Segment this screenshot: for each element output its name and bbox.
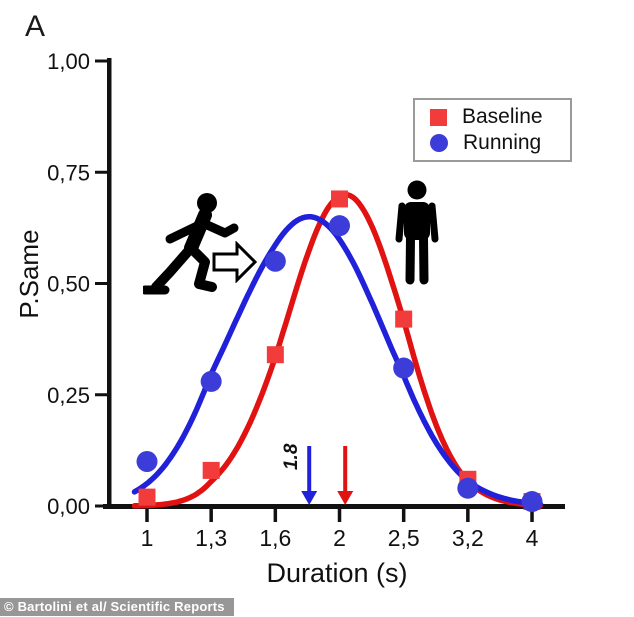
- baseline-data-point: [395, 310, 413, 328]
- running-data-point: [200, 370, 222, 392]
- panel-label: A: [25, 10, 46, 43]
- runner-front-leg: [186, 243, 217, 292]
- legend: Baseline Running: [413, 98, 572, 162]
- runner-front-arm: [200, 219, 239, 238]
- baseline-pse-arrow-shaft: [343, 446, 348, 493]
- stander-right-leg: [419, 233, 429, 285]
- x-tick: [530, 509, 534, 522]
- y-tick: [95, 282, 107, 285]
- attribution-credit: © Bartolini et al/ Scientific Reports: [0, 598, 234, 616]
- y-axis-line: [107, 58, 112, 508]
- running-data-point: [329, 215, 351, 237]
- baseline-square-marker-icon: [430, 108, 447, 126]
- right-arrow-shape: [212, 241, 258, 283]
- x-tick: [401, 509, 406, 522]
- x-tick-label: 1,6: [259, 525, 291, 551]
- running-data-point: [136, 451, 158, 472]
- running-pse-arrow-shaft: [307, 446, 312, 493]
- running-pse-label: 1.8: [281, 443, 302, 470]
- stander-left-arm: [395, 202, 406, 243]
- x-axis-line: [103, 504, 565, 509]
- legend-item-running: Running: [430, 131, 570, 155]
- y-tick-label: 0,25: [47, 383, 90, 408]
- x-tick: [209, 509, 213, 522]
- legend-label-running: Running: [463, 131, 542, 154]
- baseline-data-point: [331, 190, 349, 208]
- running-data-point: [457, 477, 479, 499]
- running-data-point: [521, 491, 543, 513]
- standing-person-icon: [395, 180, 439, 285]
- x-tick: [145, 509, 149, 522]
- x-tick-label: 3,2: [452, 525, 484, 551]
- x-tick-label: 2,5: [388, 525, 420, 551]
- stander-right-arm: [428, 202, 439, 243]
- running-pse-arrow-head: [301, 491, 318, 505]
- y-tick-label: 0,50: [47, 272, 90, 297]
- x-tick-label: 4: [526, 525, 539, 551]
- running-circle-marker-icon: [430, 134, 448, 152]
- running-data-point: [264, 250, 286, 272]
- x-tick-label: 1,3: [195, 525, 227, 551]
- baseline-data-point: [266, 346, 284, 364]
- stander-left-leg: [405, 233, 415, 285]
- x-tick-label: 1: [141, 525, 154, 551]
- running-person-icon: [143, 193, 239, 295]
- running-data-point: [393, 357, 415, 379]
- stander-head: [407, 180, 427, 200]
- y-tick: [95, 59, 107, 63]
- stander-torso: [404, 202, 430, 240]
- x-tick-label: 2: [333, 525, 346, 551]
- y-tick: [95, 393, 107, 397]
- y-tick-label: 1,00: [47, 49, 90, 74]
- x-tick: [273, 509, 278, 522]
- legend-label-baseline: Baseline: [462, 105, 543, 128]
- baseline-data-point: [138, 488, 156, 506]
- x-tick: [337, 509, 342, 522]
- baseline-data-point: [202, 461, 220, 479]
- x-tick: [466, 509, 470, 522]
- right-arrow-icon: [212, 241, 258, 283]
- legend-item-baseline: Baseline: [430, 105, 570, 129]
- runner-back-leg: [151, 243, 196, 292]
- runner-head: [197, 193, 217, 213]
- y-tick-label: 0,00: [47, 494, 90, 519]
- y-tick: [95, 170, 107, 174]
- baseline-pse-arrow-head: [337, 491, 354, 505]
- y-tick-label: 0,75: [47, 160, 90, 185]
- x-axis-title: Duration (s): [266, 558, 408, 588]
- runner-back-arm: [165, 220, 204, 244]
- y-tick: [95, 504, 107, 508]
